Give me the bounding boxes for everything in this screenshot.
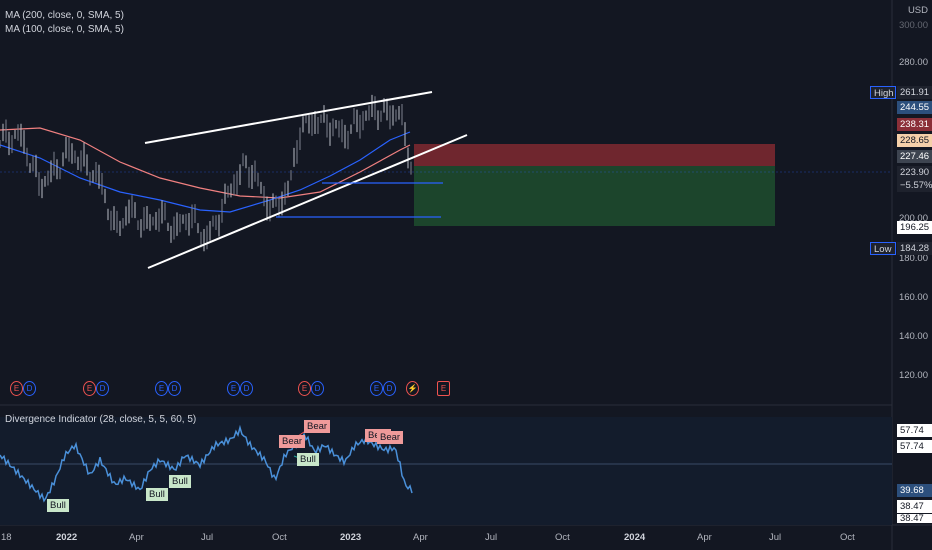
price-tick: 200.00 (898, 213, 928, 224)
lower-trendline[interactable] (147, 134, 468, 269)
upper-trendline[interactable] (144, 91, 433, 144)
time-tick: Jul (485, 532, 498, 543)
price-tag-227: 227.46 (897, 150, 932, 163)
reward-zone[interactable] (414, 166, 775, 226)
osc-tag-b: 57.74 (897, 440, 932, 453)
price-tick: 280.00 (898, 57, 928, 68)
bear-signal: Bear (377, 431, 404, 444)
price-tag-196: 196.25 (897, 221, 932, 234)
osc-tag-d: 38.47 (897, 500, 932, 513)
earnings-event-icon[interactable]: E (83, 381, 96, 396)
earnings-event-icon[interactable]: E (227, 381, 240, 396)
oscillator-line (0, 424, 413, 503)
price-change-percent: −5.57% (897, 179, 932, 192)
earnings-event-icon[interactable]: E (370, 381, 383, 396)
time-tick: 18 (1, 532, 12, 543)
price-tick: 180.00 (898, 253, 928, 264)
price-tag-223: 223.90 (897, 166, 932, 179)
dividend-event-icon[interactable]: D (383, 381, 396, 396)
dividend-event-icon[interactable]: D (96, 381, 109, 396)
time-tick: Jul (201, 532, 214, 543)
osc-tag-a: 57.74 (897, 424, 932, 437)
price-tick: 300.00 (898, 20, 928, 31)
future-earnings-icon[interactable]: E (437, 381, 450, 396)
price-tick: 120.00 (898, 370, 928, 381)
ma200-line (0, 127, 411, 199)
bull-signal: Bull (169, 475, 191, 488)
price-tag-238: 238.31 (897, 118, 932, 131)
price-candles (0, 94, 412, 252)
flash-event-icon[interactable]: ⚡ (406, 381, 419, 396)
time-tick: Oct (555, 532, 570, 543)
price-tick: 160.00 (898, 292, 928, 303)
bull-signal: Bull (47, 499, 69, 512)
osc-tag-e: 38.47 (897, 514, 932, 523)
time-tick: Apr (413, 532, 428, 543)
bear-signal: Bear (304, 420, 331, 433)
ma100-line (0, 131, 411, 213)
time-tick: 2022 (56, 532, 78, 543)
oscillator-panel-bg (0, 417, 892, 525)
time-tick: Oct (840, 532, 855, 543)
time-tick: 2023 (340, 532, 362, 543)
time-tick: Apr (129, 532, 144, 543)
osc-tag-c: 39.68 (897, 484, 932, 497)
low-value: 184.28 (897, 242, 932, 255)
time-tick: 2024 (624, 532, 646, 543)
ma200-legend[interactable]: MA (200, close, 0, SMA, 5) (5, 10, 124, 21)
high-label: High (870, 86, 896, 99)
time-tick: Jul (769, 532, 782, 543)
dividend-event-icon[interactable]: D (240, 381, 253, 396)
earnings-event-icon[interactable]: E (155, 381, 168, 396)
price-tick: 140.00 (898, 331, 928, 342)
dividend-event-icon[interactable]: D (168, 381, 181, 396)
risk-zone[interactable] (414, 144, 775, 166)
low-label: Low (870, 242, 896, 255)
price-tag-228: 228.65 (897, 134, 932, 147)
indicator-legend[interactable]: Divergence Indicator (28, close, 5, 5, 6… (5, 414, 197, 425)
dividend-event-icon[interactable]: D (311, 381, 324, 396)
earnings-event-icon[interactable]: E (10, 381, 23, 396)
earnings-event-icon[interactable]: E (298, 381, 311, 396)
currency-label: USD (907, 5, 928, 16)
bull-signal: Bull (297, 453, 319, 466)
ma100-legend[interactable]: MA (100, close, 0, SMA, 5) (5, 24, 124, 35)
bull-signal: Bull (146, 488, 168, 501)
dividend-event-icon[interactable]: D (23, 381, 36, 396)
time-tick: Oct (272, 532, 287, 543)
time-tick: Apr (697, 532, 712, 543)
high-value: 261.91 (897, 86, 932, 99)
price-tag-244: 244.55 (897, 101, 932, 114)
bear-signal: Bear (279, 435, 306, 448)
